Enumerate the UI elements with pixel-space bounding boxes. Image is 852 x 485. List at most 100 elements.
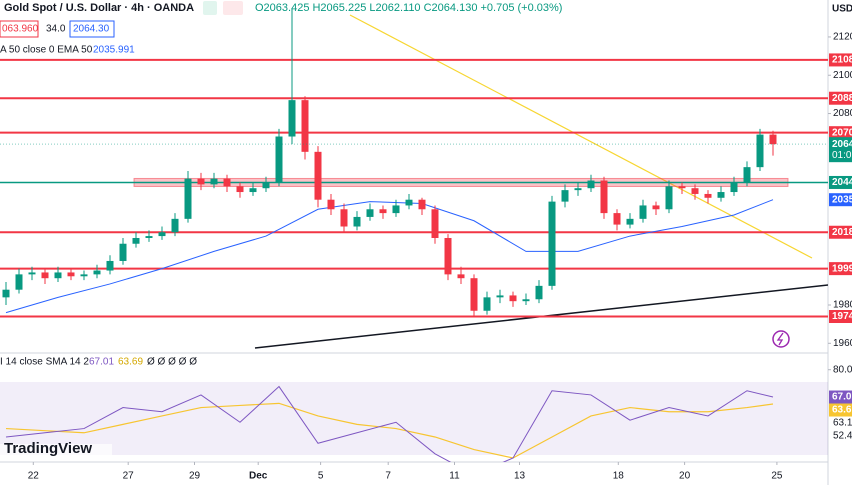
candle-body xyxy=(67,272,75,277)
candle-body xyxy=(301,100,309,152)
symbol-title: Gold Spot / U.S. Dollar · 4h · OANDA xyxy=(4,2,194,14)
candle-body xyxy=(288,100,296,137)
candle-body xyxy=(756,134,764,168)
rsi-marker-label: 63.1 xyxy=(833,418,852,429)
rsi-tick-label: 80.00 xyxy=(833,364,852,375)
candle-body xyxy=(119,243,127,261)
candle-body xyxy=(2,289,10,298)
x-tick-label: 25 xyxy=(771,471,783,482)
candle-body xyxy=(41,272,49,279)
level-label: 2088 xyxy=(832,93,852,104)
rsi-last-label: 67.0 xyxy=(832,392,852,403)
x-tick-label: 20 xyxy=(679,471,691,482)
axis-layer: 2120 2100 2080 1980 1960 22 27 29 Dec 5 7 11 13 18 20 2… xyxy=(28,32,852,482)
candle-body xyxy=(28,272,36,275)
candle-body xyxy=(314,151,322,200)
candle-body xyxy=(457,274,465,279)
zone-box xyxy=(829,175,852,189)
candle-body xyxy=(483,297,491,311)
candle-body xyxy=(262,182,270,189)
rsi-last-box xyxy=(829,390,852,404)
currency: USD xyxy=(832,4,852,15)
buy-button[interactable] xyxy=(69,20,115,38)
candle-body xyxy=(184,178,192,219)
candle-body xyxy=(158,232,166,237)
alert-bolt xyxy=(776,332,784,346)
candle-body xyxy=(730,182,738,193)
candle-body xyxy=(509,295,517,302)
y-tick-label: 2120 xyxy=(833,32,852,43)
candle-body xyxy=(626,218,634,225)
candle-body xyxy=(93,270,101,275)
y-tick-label: 1980 xyxy=(833,300,852,311)
ema-box xyxy=(829,193,852,207)
candle-body xyxy=(548,201,556,286)
level-box xyxy=(829,225,852,239)
candle-body xyxy=(236,186,244,193)
candle-body xyxy=(15,274,23,290)
x-tick-label: 11 xyxy=(449,471,460,482)
candle-body xyxy=(249,188,257,193)
x-tick-label: 7 xyxy=(385,471,391,482)
rsi-sma-line xyxy=(5,402,774,459)
alert-icon[interactable] xyxy=(772,330,790,348)
x-tick-label: 18 xyxy=(613,471,625,482)
candle-body xyxy=(587,180,595,189)
candle-body xyxy=(132,237,140,244)
candle-body xyxy=(353,216,361,227)
candle-body xyxy=(678,186,686,189)
rsi-legend: I 14 close SMA 14 2 xyxy=(0,357,89,368)
level-box xyxy=(829,126,852,140)
candle-body xyxy=(80,274,88,277)
level-box xyxy=(829,309,852,323)
level-label: 1974 xyxy=(832,311,852,322)
level-label: 2108 xyxy=(832,55,852,66)
candle-body xyxy=(613,213,621,225)
level-box xyxy=(829,262,852,276)
candle-body xyxy=(405,199,413,206)
candle-body xyxy=(717,192,725,198)
candle-body xyxy=(691,188,699,194)
candle-body xyxy=(418,199,426,210)
candle-body xyxy=(496,295,504,298)
candle-body xyxy=(600,180,608,214)
candle-body xyxy=(561,190,569,202)
y-tick-label: 2080 xyxy=(833,108,852,119)
ema-label: 2035 xyxy=(832,194,852,205)
trend-line xyxy=(349,14,813,259)
candle-body xyxy=(106,260,114,271)
level-box xyxy=(829,53,852,67)
candle-body xyxy=(171,218,179,233)
spread: 34.0 xyxy=(46,24,66,35)
candle-body xyxy=(392,205,400,214)
candle-body xyxy=(431,209,439,238)
candle-body xyxy=(275,136,283,183)
zone-label: 2044 xyxy=(832,177,852,188)
x-tick-label: 5 xyxy=(318,471,324,482)
sell-button[interactable] xyxy=(0,20,39,38)
candle-body xyxy=(379,209,387,214)
candle-body xyxy=(210,178,218,185)
candle-body xyxy=(340,209,348,227)
level-box xyxy=(829,91,852,105)
candle-body xyxy=(470,278,478,311)
logo: TradingView xyxy=(4,440,92,457)
x-tick-label: 13 xyxy=(514,471,526,482)
last-price-box xyxy=(829,137,852,163)
rsi-last-box xyxy=(829,403,852,417)
candle-body xyxy=(574,188,582,191)
candle-body xyxy=(54,272,62,279)
candle-body xyxy=(743,167,751,183)
rsi-band xyxy=(0,382,828,455)
x-tick-label: 22 xyxy=(28,471,40,482)
sell-price: 063.960 xyxy=(2,24,39,35)
y-tick-label: 1960 xyxy=(833,338,852,349)
candle-body xyxy=(197,178,205,185)
y-tick-label: 2100 xyxy=(833,70,852,81)
candle-body xyxy=(327,199,335,210)
candle-body xyxy=(639,205,647,219)
x-tick-label: 27 xyxy=(123,471,135,482)
level-label: 2070 xyxy=(832,127,852,138)
